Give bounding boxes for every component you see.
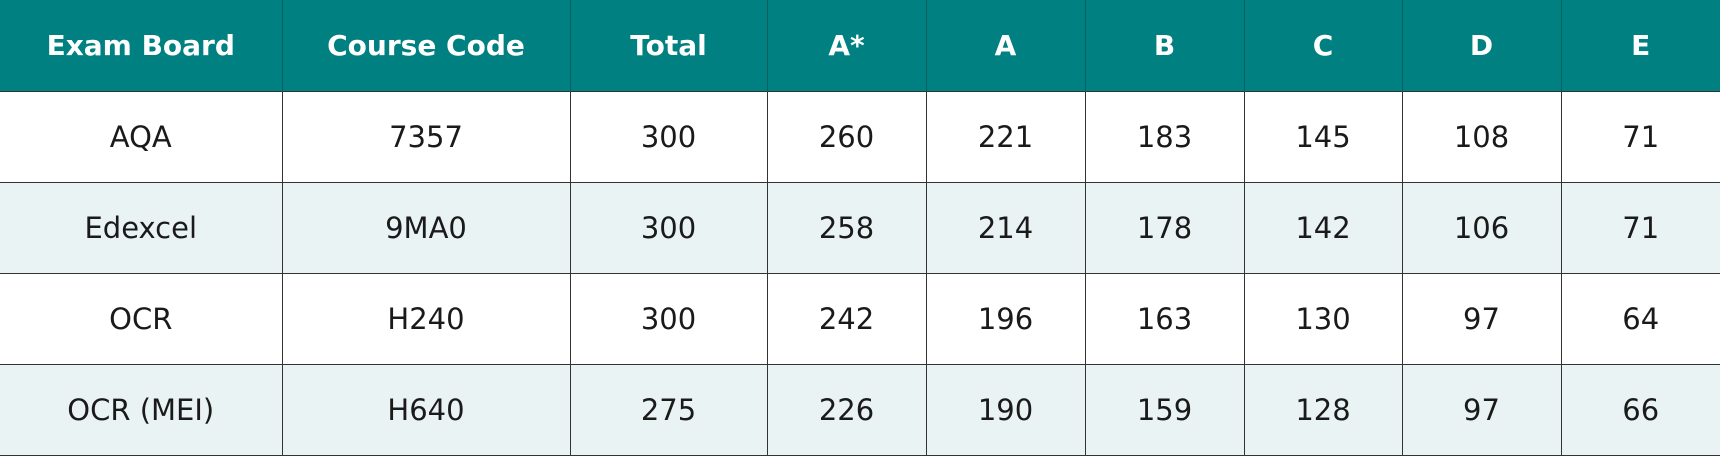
table-cell: OCR (0, 272, 283, 365)
header-cell: A (925, 0, 1086, 91)
table-row: OCR H240 300 242 196 163 130 97 64 (0, 272, 1720, 365)
table-cell: 71 (1560, 181, 1720, 274)
table-cell: 300 (569, 90, 768, 183)
table-cell: 300 (569, 272, 768, 365)
header-row: Exam Board Course Code Total A* A B C D E (0, 0, 1720, 91)
table-body: AQA 7357 300 260 221 183 145 108 71 Edexcel 9MA0 30… (0, 90, 1720, 456)
header-cell: B (1084, 0, 1245, 91)
table-cell: 178 (1084, 181, 1245, 274)
table-cell: 163 (1084, 272, 1245, 365)
header-cell: A* (766, 0, 927, 91)
table-cell: 159 (1084, 363, 1245, 456)
table-cell: 214 (925, 181, 1086, 274)
table-cell: H640 (281, 363, 571, 456)
table-cell: 128 (1243, 363, 1403, 456)
table-cell: 97 (1401, 272, 1562, 365)
header-cell: Total (569, 0, 768, 91)
table-cell: 258 (766, 181, 927, 274)
table-cell: 64 (1560, 272, 1720, 365)
table-row: OCR (MEI) H640 275 226 190 159 128 97 66 (0, 363, 1720, 456)
table-cell: 221 (925, 90, 1086, 183)
table-cell: OCR (MEI) (0, 363, 283, 456)
header-cell: C (1243, 0, 1403, 91)
table-cell: 108 (1401, 90, 1562, 183)
table-cell: 142 (1243, 181, 1403, 274)
table-cell: 183 (1084, 90, 1245, 183)
table-cell: 242 (766, 272, 927, 365)
table-row: AQA 7357 300 260 221 183 145 108 71 (0, 90, 1720, 183)
table-cell: 130 (1243, 272, 1403, 365)
table-cell: 190 (925, 363, 1086, 456)
table-cell: 300 (569, 181, 768, 274)
table-cell: Edexcel (0, 181, 283, 274)
table-cell: 275 (569, 363, 768, 456)
table-cell: 196 (925, 272, 1086, 365)
table-cell: 145 (1243, 90, 1403, 183)
header-cell: Exam Board (0, 0, 283, 91)
table-cell: AQA (0, 90, 283, 183)
table-cell: 106 (1401, 181, 1562, 274)
table-cell: 7357 (281, 90, 571, 183)
table-cell: 260 (766, 90, 927, 183)
header-cell: E (1560, 0, 1720, 91)
table-cell: H240 (281, 272, 571, 365)
table-cell: 97 (1401, 363, 1562, 456)
table-cell: 9MA0 (281, 181, 571, 274)
header-cell: D (1401, 0, 1562, 91)
table-row: Edexcel 9MA0 300 258 214 178 142 106 71 (0, 181, 1720, 274)
table-cell: 226 (766, 363, 927, 456)
header-cell: Course Code (281, 0, 571, 91)
table-cell: 71 (1560, 90, 1720, 183)
table-cell: 66 (1560, 363, 1720, 456)
